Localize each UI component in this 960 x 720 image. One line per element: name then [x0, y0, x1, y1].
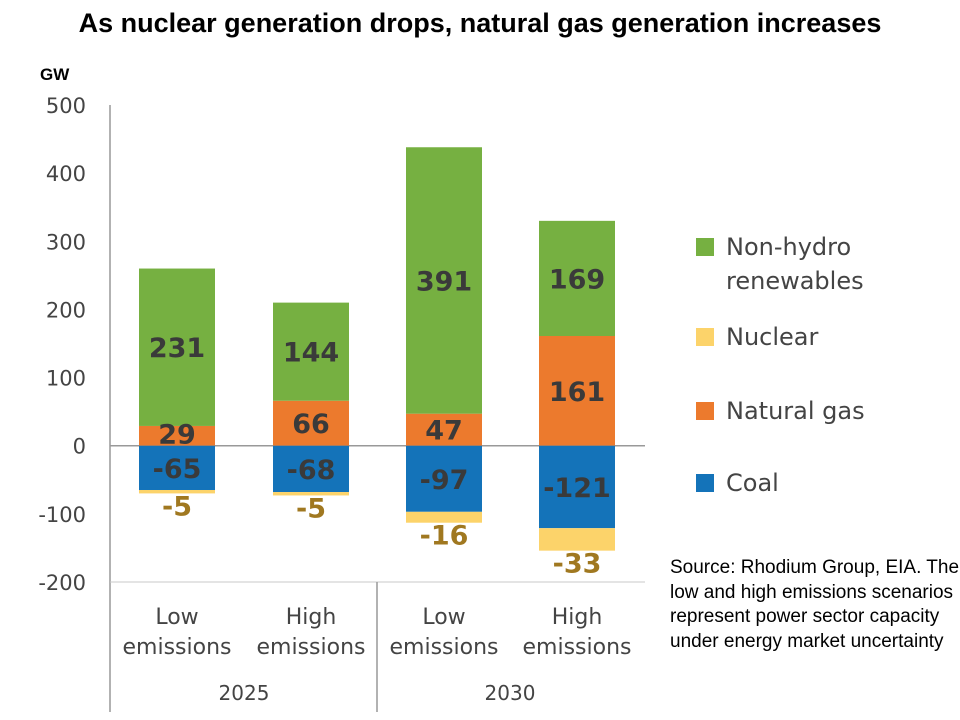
legend-swatch-coal — [696, 474, 714, 492]
x-category-label: Low — [155, 605, 198, 630]
y-tick-label: 300 — [46, 230, 86, 254]
axis-layer: GW 500 400 300 200 100 0 -100 -200 Low emissions Hi… — [38, 65, 645, 712]
y-tick-label: 400 — [46, 162, 86, 186]
legend-swatch-renewables — [696, 238, 714, 256]
x-category-label: High — [286, 605, 337, 630]
data-label-nuclear: -5 — [162, 491, 192, 522]
source-note: Source: Rhodium Group, EIA. The low and … — [670, 557, 960, 652]
x-category-label: emissions — [390, 635, 499, 660]
x-category-label: emissions — [123, 635, 232, 660]
data-label-renewables: 231 — [149, 333, 205, 364]
bar-segment-renewables — [406, 147, 482, 414]
bar-segment-natural-gas — [273, 400, 349, 446]
y-tick-label: 0 — [73, 435, 86, 459]
x-group-label: 2030 — [485, 681, 536, 705]
y-axis-unit: GW — [40, 65, 70, 84]
legend-swatch-natural-gas — [696, 402, 714, 420]
chart-title: As nuclear generation drops, natural gas… — [78, 8, 882, 38]
data-label-natural-gas: 47 — [425, 416, 463, 447]
data-label-renewables: 144 — [283, 338, 339, 369]
data-label-coal: -68 — [287, 455, 336, 486]
legend-swatch-nuclear — [696, 328, 714, 346]
data-label-nuclear: -33 — [553, 549, 602, 580]
x-category-label: emissions — [523, 635, 632, 660]
bar-segment-coal — [539, 445, 615, 529]
x-category-label: Low — [422, 605, 465, 630]
x-category-label: High — [552, 605, 603, 630]
bar-segment-nuclear — [273, 492, 349, 496]
data-label-natural-gas: 161 — [549, 377, 605, 408]
bar-segment-coal — [139, 445, 215, 491]
bar-segment-nuclear — [139, 490, 215, 494]
data-label-coal: -65 — [153, 454, 202, 485]
bar-segment-renewables — [139, 268, 215, 426]
data-label-renewables: 391 — [416, 266, 472, 297]
x-group-label: 2025 — [219, 681, 270, 705]
bar-segment-natural-gas — [139, 425, 215, 446]
data-label-nuclear: -5 — [296, 493, 326, 524]
bar-segment-natural-gas — [539, 336, 615, 446]
bars-layer — [139, 147, 615, 551]
y-tick-label: -200 — [38, 571, 86, 595]
bar-segment-renewables — [273, 302, 349, 401]
data-label-renewables: 169 — [549, 264, 605, 295]
data-label-coal: -121 — [543, 473, 611, 504]
bar-segment-nuclear — [406, 511, 482, 523]
legend-label: Natural gas — [726, 397, 865, 425]
y-tick-label: 200 — [46, 298, 86, 322]
bar-segment-coal — [406, 445, 482, 512]
data-label-natural-gas: 29 — [158, 420, 196, 451]
legend-label: Non-hydro — [726, 233, 852, 261]
x-category-label: emissions — [257, 635, 366, 660]
legend-label: renewables — [726, 267, 864, 295]
y-tick-label: 500 — [46, 94, 86, 118]
legend-label: Nuclear — [726, 323, 819, 351]
bar-segment-natural-gas — [406, 413, 482, 446]
bar-segment-nuclear — [539, 528, 615, 551]
y-tick-label: 100 — [46, 367, 86, 391]
labels-layer: 29 231 -65 -5 66 144 -68 -5 47 391 -97 -16 161 169 -12… — [149, 264, 611, 579]
bar-segment-renewables — [539, 220, 615, 337]
data-label-natural-gas: 66 — [292, 409, 330, 440]
data-label-nuclear: -16 — [420, 521, 469, 552]
bar-segment-coal — [273, 445, 349, 493]
y-tick-label: -100 — [38, 503, 86, 527]
legend-label: Coal — [726, 469, 779, 497]
data-label-coal: -97 — [420, 465, 469, 496]
